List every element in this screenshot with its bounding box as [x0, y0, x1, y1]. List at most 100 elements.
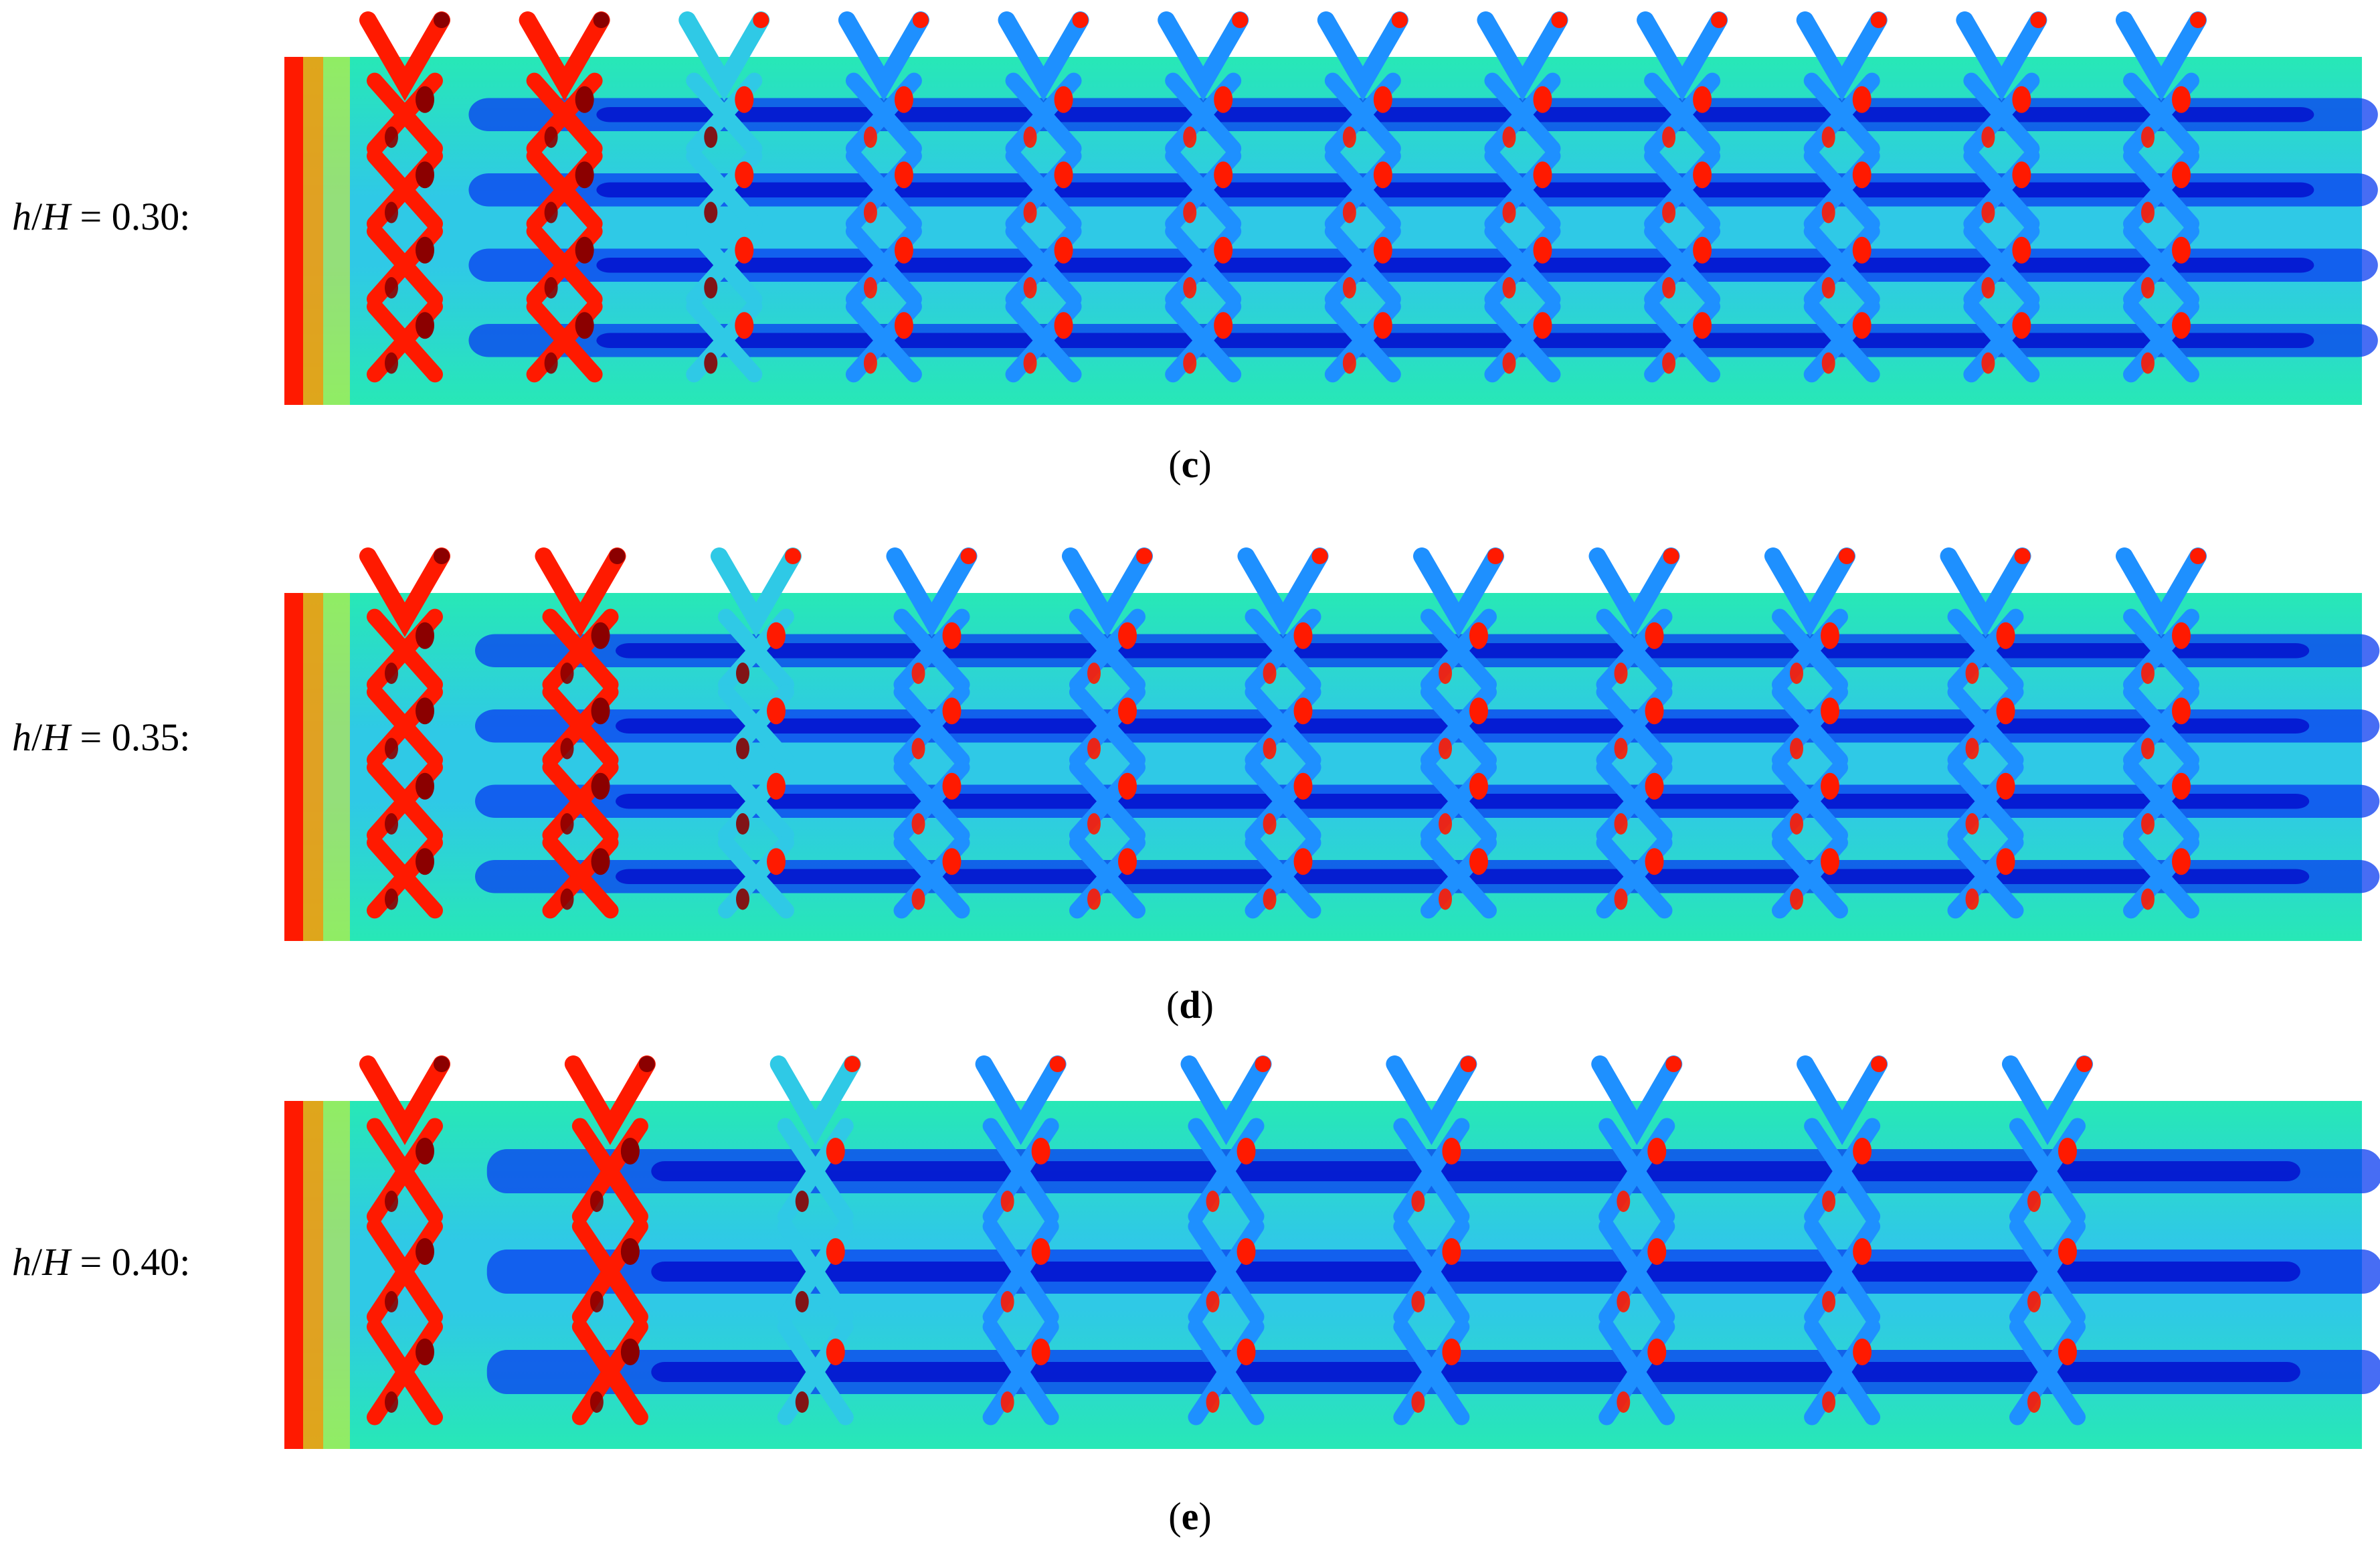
pin-fin-hotspot: [1821, 126, 1835, 148]
pin-fin-hotspot: [2172, 312, 2191, 339]
pin-fin-hotspot: [1439, 663, 1452, 684]
pin-fin-hotspot: [1533, 86, 1552, 113]
pin-fin-hotspot: [1118, 772, 1137, 800]
row-label-e: h/H = 0.40:: [12, 1240, 191, 1284]
pin-fin-hotspot: [1342, 352, 1356, 374]
pin-fin-hotspot: [1870, 12, 1887, 28]
pin-fin-hotspot: [1852, 312, 1871, 339]
pin-fin-arm: [678, 11, 770, 101]
pin-fin-hotspot: [1965, 888, 1979, 910]
pin-fin-hotspot: [753, 12, 769, 28]
pin-fin-hotspot: [1214, 236, 1233, 264]
pin-fin-arm: [975, 1055, 1067, 1145]
pin-fin-hotspot: [1469, 772, 1488, 800]
pin-fin-hotspot: [416, 86, 434, 113]
pin-fin-hotspot: [894, 236, 913, 264]
pin-fin-hotspot: [1502, 352, 1516, 374]
pin-fin-hotspot: [1442, 1138, 1461, 1165]
pin-fin-hotspot: [1981, 126, 1995, 148]
pin-fin-hotspot: [1645, 697, 1664, 725]
pin-fin-hotspot: [416, 622, 434, 649]
pin-fin-hotspot: [2190, 548, 2206, 564]
pin-fin-hotspot: [1614, 738, 1628, 760]
contour-svg-e: [284, 1055, 2380, 1449]
pin-fin-hotspot: [2141, 277, 2155, 298]
pin-fin-hotspot: [416, 1238, 434, 1265]
pin-fin-hotspot: [1255, 1056, 1271, 1072]
wake-core: [596, 182, 2314, 197]
pin-fin-hotspot: [560, 738, 574, 760]
pin-fin-arm: [1940, 547, 2031, 637]
inlet-gradient-band: [323, 593, 350, 941]
pin-fin-hotspot: [1031, 1138, 1050, 1165]
pin-fin-hotspot: [2027, 1191, 2041, 1212]
pin-fin-hotspot: [911, 888, 925, 910]
pin-fin-hotspot: [1439, 888, 1452, 910]
pin-fin-hotspot: [560, 813, 574, 835]
pin-fin-hotspot: [1617, 1391, 1631, 1413]
pin-fin-column: [1796, 11, 1888, 383]
pin-fin-hotspot: [1965, 813, 1979, 835]
pin-fin-hotspot: [1617, 1291, 1631, 1312]
pin-fin-hotspot: [1087, 888, 1101, 910]
pin-fin-hotspot: [1822, 1391, 1836, 1413]
pin-fin-hotspot: [575, 86, 594, 113]
pin-fin-hotspot: [894, 86, 913, 113]
pin-fin-column: [1797, 1055, 1888, 1426]
pin-fin-hotspot: [704, 277, 718, 298]
pin-fin-hotspot: [1439, 738, 1452, 760]
pin-fin-hotspot: [767, 622, 786, 649]
pin-fin-hotspot: [1087, 738, 1101, 760]
pin-fin-hotspot: [1000, 1191, 1014, 1212]
pin-fin-column: [535, 547, 626, 919]
pin-fin-hotspot: [1614, 813, 1628, 835]
pin-fin-arm: [359, 1055, 450, 1145]
pin-fin-hotspot: [1790, 888, 1803, 910]
caption-letter: d: [1179, 983, 1201, 1027]
pin-fin-hotspot: [2014, 548, 2031, 564]
contour-plot-c: [284, 11, 2378, 405]
pin-fin-hotspot: [1662, 126, 1676, 148]
pin-fin-arm: [564, 1055, 656, 1145]
pin-fin-hotspot: [1206, 1291, 1220, 1312]
pin-fin-column: [1940, 547, 2031, 919]
pin-fin-arm: [1637, 11, 1728, 101]
pin-fin-hotspot: [1460, 1056, 1477, 1072]
pin-fin-hotspot: [1981, 352, 1995, 374]
pin-fin-hotspot: [1852, 86, 1871, 113]
pin-fin-hotspot: [1023, 352, 1037, 374]
contour-svg-c: [284, 11, 2378, 405]
pin-fin-hotspot: [575, 161, 594, 189]
pin-fin-column: [1764, 547, 1855, 919]
pin-fin-hotspot: [638, 1056, 655, 1072]
pin-fin-hotspot: [735, 312, 754, 339]
pin-fin-hotspot: [795, 1391, 809, 1413]
pin-fin-hotspot: [1087, 813, 1101, 835]
pin-fin-hotspot: [1049, 1056, 1066, 1072]
pin-fin-arm: [1796, 11, 1888, 101]
pin-fin-hotspot: [2141, 663, 2155, 684]
pin-fin-hotspot: [1614, 663, 1628, 684]
pin-fin-hotspot: [1469, 848, 1488, 875]
pin-fin-hotspot: [1373, 236, 1392, 264]
label-H: H: [42, 1240, 71, 1284]
pin-fin-hotspot: [1821, 697, 1839, 725]
inlet-gradient-band: [303, 593, 323, 941]
pin-fin-hotspot: [2076, 1056, 2092, 1072]
pin-fin-hotspot: [434, 1056, 450, 1072]
pin-fin-hotspot: [1373, 161, 1392, 189]
pin-fin-hotspot: [1790, 663, 1803, 684]
label-value: = 0.35:: [70, 715, 191, 759]
pin-fin-hotspot: [736, 738, 749, 760]
pin-fin-hotspot: [1821, 352, 1835, 374]
pin-fin-hotspot: [1645, 622, 1664, 649]
pin-fin-hotspot: [1981, 277, 1995, 298]
pin-fin-hotspot: [767, 697, 786, 725]
pin-fin-hotspot: [1852, 236, 1871, 264]
pin-fin-column: [1237, 547, 1329, 919]
pin-fin-hotspot: [1965, 738, 1979, 760]
label-H: H: [42, 715, 71, 759]
pin-fin-hotspot: [1263, 888, 1277, 910]
pin-fin-hotspot: [1665, 1056, 1682, 1072]
pin-fin-hotspot: [1023, 201, 1037, 224]
